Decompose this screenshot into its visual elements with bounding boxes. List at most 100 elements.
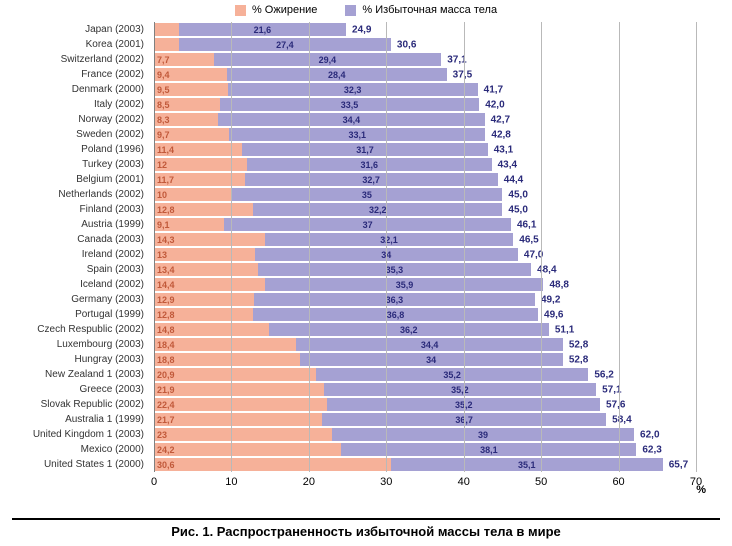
bar-value-a: 21,9 <box>157 385 175 395</box>
bar-segment-obesity: 21,7 <box>154 413 322 426</box>
bar-total-label: 37,5 <box>453 69 472 80</box>
bar-value-a: 14,4 <box>157 280 175 290</box>
bar-total-label: 43,4 <box>498 159 517 170</box>
bar-value-b: 38,1 <box>480 445 498 455</box>
table-row: New Zealand 1 (2003)20,935,256,2 <box>154 367 696 382</box>
x-gridline <box>541 22 542 472</box>
country-label: Australia 1 (1999) <box>65 413 144 427</box>
bar-segment-overweight: 27,4 <box>179 38 391 51</box>
bar-segment-overweight: 35,3 <box>258 263 531 276</box>
legend-swatch-b <box>345 5 356 16</box>
country-label: Japan (2003) <box>85 23 144 37</box>
country-label: Norway (2002) <box>78 113 144 127</box>
bar-value-a: 23 <box>157 430 167 440</box>
country-label: Iceland (2002) <box>80 278 144 292</box>
bar-segment-overweight: 34,4 <box>296 338 562 351</box>
bar-segment-overweight: 32,1 <box>265 233 514 246</box>
bar-value-a: 8,3 <box>157 115 170 125</box>
table-row: Norway (2002)8,334,442,7 <box>154 112 696 127</box>
bar-value-b: 27,4 <box>276 40 294 50</box>
bar-value-b: 32,1 <box>380 235 398 245</box>
x-gridline <box>696 22 697 472</box>
bar-segment-obesity: 9,4 <box>154 68 227 81</box>
x-gridline <box>386 22 387 472</box>
x-gridline <box>309 22 310 472</box>
x-tick-label: 0 <box>151 476 157 488</box>
bar-segment-obesity: 20,9 <box>154 368 316 381</box>
bar-segment-obesity: 8,3 <box>154 113 218 126</box>
legend-label-a: % Ожирение <box>252 4 317 16</box>
country-label: United States 1 (2000) <box>44 458 144 472</box>
caption-rule <box>12 518 720 520</box>
x-tick-label: 40 <box>458 476 470 488</box>
x-tick-label: 30 <box>380 476 392 488</box>
bar-value-b: 32,2 <box>369 205 387 215</box>
country-label: Italy (2002) <box>94 98 144 112</box>
table-row: Czech Respublic (2002)14,836,251,1 <box>154 322 696 337</box>
legend: % Ожирение % Избыточная масса тела <box>0 4 732 16</box>
bar-value-b: 35,3 <box>386 265 404 275</box>
bar-segment-obesity: 3,2 <box>154 23 179 36</box>
bar-segment-overweight: 35,1 <box>391 458 663 471</box>
bar-segment-overweight: 36,2 <box>269 323 549 336</box>
bar-value-b: 32,7 <box>362 175 380 185</box>
bar-segment-overweight: 35,2 <box>316 368 589 381</box>
legend-label-b: % Избыточная масса тела <box>362 4 497 16</box>
country-label: United Kingdom 1 (2003) <box>33 428 144 442</box>
table-row: Poland (1996)11,431,743,1 <box>154 142 696 157</box>
bar-value-b: 31,7 <box>356 145 374 155</box>
x-tick-label: 50 <box>535 476 547 488</box>
table-row: Austria (1999)9,13746,1 <box>154 217 696 232</box>
x-tick-label: 20 <box>303 476 315 488</box>
bar-segment-obesity: 14,4 <box>154 278 265 291</box>
bar-value-b: 35,1 <box>518 460 536 470</box>
table-row: Mexico (2000)24,238,162,3 <box>154 442 696 457</box>
x-gridline <box>464 22 465 472</box>
bar-total-label: 44,4 <box>504 174 523 185</box>
table-row: Belgium (2001)11,732,744,4 <box>154 172 696 187</box>
table-row: Sweden (2002)9,733,142,8 <box>154 127 696 142</box>
bar-value-b: 34 <box>426 355 436 365</box>
bar-total-label: 57,6 <box>606 399 625 410</box>
bar-segment-overweight: 21,6 <box>179 23 346 36</box>
bar-segment-obesity: 8,5 <box>154 98 220 111</box>
bar-segment-obesity: 12,9 <box>154 293 254 306</box>
bar-total-label: 24,9 <box>352 24 371 35</box>
table-row: Finland (2003)12,832,245,0 <box>154 202 696 217</box>
table-row: Slovak Republic (2002)22,435,257,6 <box>154 397 696 412</box>
bar-segment-overweight: 34,4 <box>218 113 484 126</box>
country-label: Turkey (2003) <box>82 158 144 172</box>
bar-value-a: 14,8 <box>157 325 175 335</box>
bar-segment-obesity: 11,4 <box>154 143 242 156</box>
bar-segment-obesity: 24,2 <box>154 443 341 456</box>
country-label: Netherlands (2002) <box>58 188 144 202</box>
country-label: Korea (2001) <box>86 38 144 52</box>
table-row: United Kingdom 1 (2003)233962,0 <box>154 427 696 442</box>
bar-value-a: 24,2 <box>157 445 175 455</box>
bar-value-b: 35,9 <box>396 280 414 290</box>
bar-segment-obesity: 9,7 <box>154 128 229 141</box>
country-label: Luxembourg (2003) <box>57 338 144 352</box>
country-label: Mexico (2000) <box>81 443 144 457</box>
bar-segment-overweight: 36,3 <box>254 293 535 306</box>
country-label: Switzerland (2002) <box>61 53 144 67</box>
bar-segment-overweight: 33,5 <box>220 98 479 111</box>
figure-caption: Рис. 1. Распространенность избыточной ма… <box>0 524 732 539</box>
country-label: Sweden (2002) <box>76 128 144 142</box>
x-gridline <box>231 22 232 472</box>
bar-segment-overweight: 32,2 <box>253 203 502 216</box>
country-label: France (2002) <box>81 68 144 82</box>
table-row: Ireland (2002)133447,0 <box>154 247 696 262</box>
bar-value-a: 9,1 <box>157 220 170 230</box>
bar-segment-overweight: 34 <box>300 353 563 366</box>
bar-total-label: 42,0 <box>485 99 504 110</box>
bar-value-a: 9,5 <box>157 85 170 95</box>
bar-segment-overweight: 29,4 <box>214 53 442 66</box>
country-label: Portugal (1999) <box>75 308 144 322</box>
bar-segment-obesity: 13,4 <box>154 263 258 276</box>
bar-value-a: 18,8 <box>157 355 175 365</box>
bar-segment-overweight: 36,8 <box>253 308 538 321</box>
country-label: Slovak Republic (2002) <box>41 398 144 412</box>
table-row: Italy (2002)8,533,542,0 <box>154 97 696 112</box>
bar-segment-obesity: 7,7 <box>154 53 214 66</box>
